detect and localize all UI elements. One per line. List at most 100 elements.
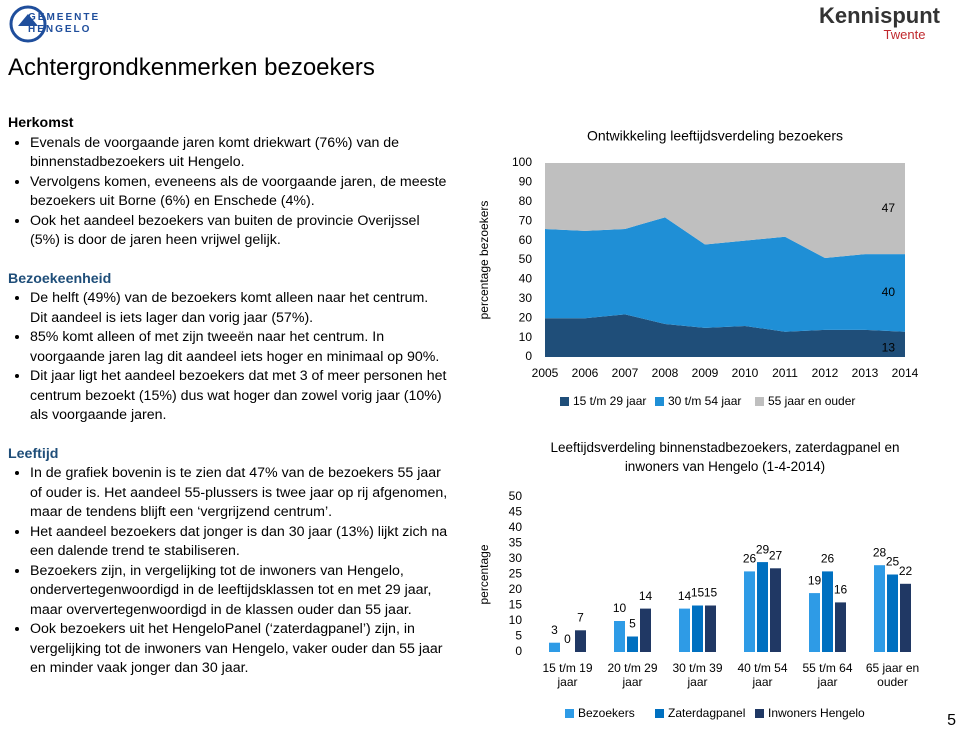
data-label: 7: [577, 610, 584, 624]
bullet: Ook bezoekers uit het HengeloPanel (‘zat…: [30, 620, 448, 679]
x-tick-label: 2005: [532, 366, 559, 380]
legend-label: 15 t/m 29 jaar: [573, 394, 646, 408]
bar: [549, 642, 560, 652]
y-tick-label: 5: [515, 629, 522, 643]
y-tick-label: 70: [519, 213, 533, 227]
bar: [679, 608, 690, 652]
data-label: 0: [564, 632, 571, 646]
y-tick-label: 0: [515, 644, 522, 658]
bar: [627, 636, 638, 652]
x-tick-label: 2008: [652, 366, 679, 380]
legend-swatch: [560, 397, 569, 406]
section-heading: Leeftijd: [8, 445, 59, 462]
bar: [705, 605, 716, 652]
bar: [614, 621, 625, 652]
chart-age-distribution: percentage 0 5 10 15 20 25 30 35 40 45 50 3 0 7 10 5 14 14…: [470, 435, 960, 735]
data-label: 47: [882, 201, 896, 215]
bullet: Het aandeel bezoekers dat jonger is dan …: [30, 523, 448, 562]
data-label: 25: [886, 555, 900, 569]
y-axis-label: percentage bezoekers: [477, 201, 491, 320]
bullet: In de grafiek bovenin is te zien dat 47%…: [30, 464, 448, 523]
bar: [874, 565, 885, 652]
bullet-list: De helft (49%) van de bezoekers komt all…: [8, 289, 448, 426]
y-tick-label: 45: [509, 505, 523, 519]
y-tick-label: 40: [519, 272, 533, 286]
y-tick-label: 35: [509, 536, 523, 550]
area: [545, 217, 905, 332]
x-tick-label: 2006: [572, 366, 599, 380]
legend-swatch: [755, 709, 764, 718]
data-label: 5: [629, 617, 636, 631]
bullet-list: Evenals de voorgaande jaren komt driekwa…: [8, 134, 448, 251]
bullet: Evenals de voorgaande jaren komt driekwa…: [30, 134, 448, 173]
y-tick-label: 90: [519, 175, 533, 189]
section-heading: Herkomst: [8, 115, 74, 131]
x-tick-label: 2010: [732, 366, 759, 380]
y-tick-label: 40: [509, 520, 523, 534]
bar: [835, 602, 846, 652]
bar: [744, 571, 755, 652]
y-axis-label: percentage: [477, 544, 491, 604]
data-label: 19: [808, 573, 822, 587]
x-tick-label: 2009: [692, 366, 719, 380]
x-tick-label: 2007: [612, 366, 639, 380]
legend-label: Zaterdagpanel: [668, 706, 745, 720]
legend-label: 30 t/m 54 jaar: [668, 394, 741, 408]
data-label: 3: [551, 623, 558, 637]
y-tick-label: 25: [509, 567, 523, 581]
x-tick-label: 2012: [812, 366, 839, 380]
x-tick-label: 65 jaar en ouder: [865, 661, 920, 689]
data-label: 15: [691, 586, 705, 600]
logo-right: Kennispunt Twente: [819, 3, 940, 42]
y-tick-label: 100: [512, 155, 532, 169]
bullet: De helft (49%) van de bezoekers komt all…: [30, 289, 448, 328]
data-label: 28: [873, 545, 887, 559]
bar: [887, 574, 898, 652]
x-tick-label: 15 t/m 19 jaar: [542, 661, 593, 689]
bullet: 85% komt alleen of met zijn tweeën naar …: [30, 328, 448, 367]
page-title: Achtergrondkenmerken bezoekers: [8, 54, 375, 81]
legend-swatch: [565, 709, 574, 718]
logo-left-shape: [9, 5, 47, 43]
bar: [575, 630, 586, 652]
y-tick-label: 10: [519, 330, 533, 344]
y-tick-label: 20: [509, 582, 523, 596]
bar: [900, 583, 911, 652]
x-tick-label: 55 t/m 64 jaar: [802, 661, 853, 689]
y-tick-label: 20: [519, 310, 533, 324]
bullet: Bezoekers zijn, in vergelijking tot de i…: [30, 562, 448, 621]
chart-title: Ontwikkeling leeftijdsverdeling bezoeker…: [587, 128, 843, 144]
bullet: Dit jaar ligt het aandeel bezoekers dat …: [30, 367, 448, 426]
bar: [822, 571, 833, 652]
chart-age-trend: Ontwikkeling leeftijdsverdeling bezoeker…: [470, 120, 960, 420]
data-label: 26: [743, 552, 757, 566]
area: [545, 163, 905, 259]
chart-title: Leeftijdsverdeling binnenstadbezoekers, …: [550, 440, 900, 474]
data-label: 29: [756, 542, 770, 556]
data-label: 14: [639, 589, 653, 603]
data-label: 27: [769, 548, 783, 562]
y-tick-label: 50: [519, 252, 533, 266]
data-label: 16: [834, 583, 848, 597]
logo-right-name: Kennispunt: [819, 3, 940, 28]
y-tick-label: 80: [519, 194, 533, 208]
text-column: Herkomst Evenals de voorgaande jaren komt…: [8, 114, 448, 679]
x-tick-label: 30 t/m 39 jaar: [672, 661, 723, 689]
data-label: 15: [704, 586, 718, 600]
legend-label: Inwoners Hengelo: [768, 706, 865, 720]
data-label: 13: [882, 341, 896, 355]
y-tick-label: 60: [519, 233, 533, 247]
x-tick-label: 2011: [772, 366, 798, 380]
x-tick-label: 40 t/m 54 jaar: [737, 661, 788, 689]
x-tick-label: 2013: [852, 366, 879, 380]
bullet-list: In de grafiek bovenin is te zien dat 47%…: [8, 464, 448, 679]
legend-label: 55 jaar en ouder: [768, 394, 855, 408]
bar: [809, 593, 820, 652]
data-label: 26: [821, 552, 835, 566]
x-tick-label: 2014: [892, 366, 919, 380]
y-tick-label: 30: [519, 291, 533, 305]
legend-swatch: [755, 397, 764, 406]
data-label: 14: [678, 589, 692, 603]
